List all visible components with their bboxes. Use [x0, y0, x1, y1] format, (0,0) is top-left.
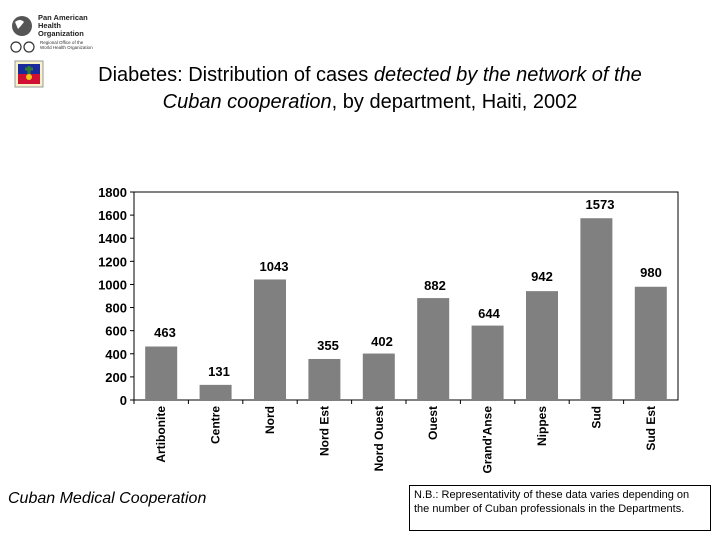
note-box: N.B.: Representativity of these data var…: [409, 485, 711, 531]
data-label: 1573: [586, 197, 615, 212]
paho-logo: Pan American Health Organization Regiona…: [8, 14, 108, 54]
x-category-label: Sud: [589, 406, 603, 429]
bar: [580, 218, 613, 400]
y-tick-label: 1400: [98, 231, 127, 246]
bar: [308, 358, 341, 400]
org-subtitle: Regional Office of the World Health Orga…: [40, 40, 93, 50]
haiti-emblem-icon: [14, 60, 44, 88]
x-category-label: Artibonite: [154, 406, 168, 463]
y-tick-label: 400: [105, 347, 127, 362]
y-tick-label: 200: [105, 370, 127, 385]
x-category-label: Nippes: [535, 406, 549, 446]
y-tick-label: 1600: [98, 208, 127, 223]
y-tick-label: 1800: [98, 185, 127, 200]
y-tick-label: 800: [105, 301, 127, 316]
data-label: 942: [531, 269, 553, 284]
y-tick-label: 600: [105, 324, 127, 339]
x-category-label: Nord Ouest: [372, 406, 386, 471]
data-label: 402: [371, 334, 393, 349]
bar: [199, 384, 232, 400]
bar: [526, 291, 558, 400]
bar: [145, 346, 178, 400]
x-category-label: Centre: [209, 406, 223, 444]
chart-title: Diabetes: Distribution of cases detected…: [98, 64, 642, 113]
org-name: Pan American Health Organization: [38, 13, 88, 38]
bar: [634, 286, 667, 400]
data-label: 644: [478, 306, 500, 321]
data-label: 980: [640, 265, 662, 280]
bar: [254, 279, 286, 400]
x-category-label: Nord Est: [317, 406, 331, 456]
bar: [362, 353, 395, 400]
y-tick-label: 1200: [98, 254, 127, 269]
bar: [471, 325, 504, 400]
y-tick-label: 0: [120, 393, 127, 408]
data-label: 1043: [260, 259, 289, 274]
data-label: 355: [317, 338, 339, 353]
x-category-label: Sud Est: [644, 406, 658, 451]
data-label: 882: [424, 278, 446, 293]
y-tick-label: 1000: [98, 277, 127, 292]
x-category-label: Nord: [263, 406, 277, 434]
data-label: 131: [208, 364, 230, 379]
globe-icon: [10, 16, 35, 53]
x-category-label: Ouest: [426, 406, 440, 440]
x-category-label: Grand'Anse: [481, 406, 495, 474]
bar: [417, 298, 450, 400]
data-label: 463: [154, 325, 176, 340]
footer-credit: Cuban Medical Cooperation: [8, 490, 207, 507]
